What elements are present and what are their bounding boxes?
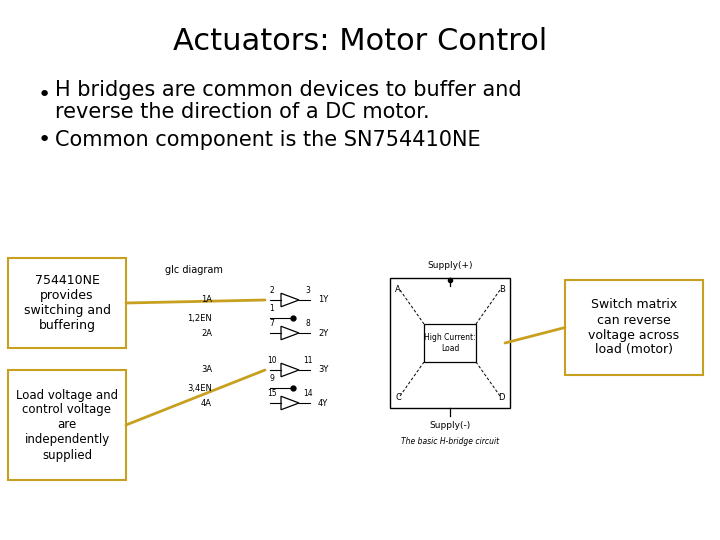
Text: 14: 14 — [303, 389, 312, 398]
Text: reverse the direction of a DC motor.: reverse the direction of a DC motor. — [55, 102, 430, 122]
Text: Switch matrix
can reverse
voltage across
load (motor): Switch matrix can reverse voltage across… — [588, 299, 680, 356]
FancyBboxPatch shape — [8, 258, 126, 348]
FancyBboxPatch shape — [8, 370, 126, 480]
Text: B: B — [499, 286, 505, 294]
Text: 4Y: 4Y — [318, 399, 328, 408]
Text: 1A: 1A — [201, 295, 212, 305]
Text: 3A: 3A — [201, 366, 212, 375]
Text: 8: 8 — [305, 319, 310, 328]
Text: 9: 9 — [269, 374, 274, 383]
Text: •: • — [38, 85, 51, 105]
Text: 754410NE
provides
switching and
buffering: 754410NE provides switching and bufferin… — [24, 274, 110, 332]
Bar — [424, 324, 476, 362]
Text: 4A: 4A — [201, 399, 212, 408]
Text: 2A: 2A — [201, 328, 212, 338]
Text: Supply(-): Supply(-) — [429, 422, 471, 430]
Text: 3,4EN: 3,4EN — [187, 383, 212, 393]
Text: Common component is the SN754410NE: Common component is the SN754410NE — [55, 130, 481, 150]
Text: 1,2EN: 1,2EN — [187, 314, 212, 322]
Text: D: D — [498, 394, 505, 402]
Text: glc diagram: glc diagram — [165, 265, 223, 275]
Text: 11: 11 — [303, 356, 312, 365]
Text: The basic H-bridge circuit: The basic H-bridge circuit — [401, 436, 499, 446]
Text: Load voltage and
control voltage
are
independently
supplied: Load voltage and control voltage are ind… — [16, 388, 118, 462]
Text: 1: 1 — [269, 304, 274, 313]
Text: 2: 2 — [269, 286, 274, 295]
Text: A: A — [395, 286, 401, 294]
Text: H bridges are common devices to buffer and: H bridges are common devices to buffer a… — [55, 80, 521, 100]
Text: Supply(+): Supply(+) — [427, 261, 473, 271]
Text: •: • — [38, 130, 51, 150]
Bar — [390, 278, 510, 408]
Text: C: C — [395, 394, 401, 402]
Text: 2Y: 2Y — [318, 328, 328, 338]
Text: 3Y: 3Y — [318, 366, 328, 375]
Text: 7: 7 — [269, 319, 274, 328]
Text: 3: 3 — [305, 286, 310, 295]
Text: 10: 10 — [267, 356, 276, 365]
Text: Actuators: Motor Control: Actuators: Motor Control — [173, 28, 547, 57]
Text: High Current:
Load: High Current: Load — [424, 333, 476, 353]
FancyBboxPatch shape — [565, 280, 703, 375]
Text: 15: 15 — [267, 389, 276, 398]
Text: 1Y: 1Y — [318, 295, 328, 305]
